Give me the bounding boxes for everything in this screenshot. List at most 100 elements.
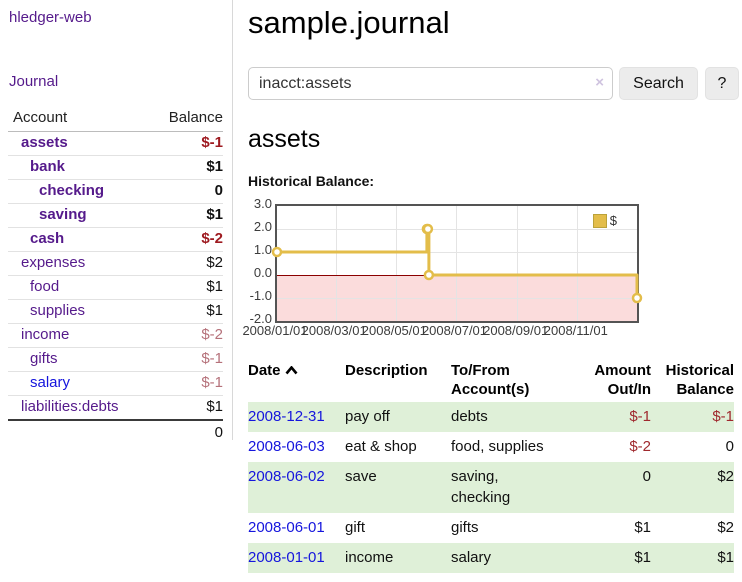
sidebar: hledger-web Journal Account Balance asse… [0,0,226,443]
account-link[interactable]: cash [30,230,65,247]
v-gridline [517,206,519,321]
column-header-accounts: To/From Account(s) [451,362,530,398]
page-title: sample.journal [248,5,450,40]
account-balance: $-2 [201,326,223,343]
account-link[interactable]: saving [39,206,87,223]
help-button[interactable]: ? [705,67,739,100]
account-balance: $2 [206,254,223,271]
chart-title: Historical Balance: [248,173,375,189]
balance-column-header: Balance [168,109,223,126]
account-row: liabilities:debts $1 [8,395,223,419]
account-link[interactable]: food [30,278,60,295]
date-link[interactable]: 2008-06-01 [248,519,325,536]
app-title-link[interactable]: hledger-web [9,9,92,26]
y-axis-tick-label: 0.0 [253,265,272,280]
account-balance: $-2 [201,230,223,247]
account-link[interactable]: expenses [21,254,86,271]
data-point-marker [631,292,643,304]
table-row: 2008-12-31 pay off debts $-1 $-1 [248,402,734,432]
account-row: checking 0 [8,179,223,203]
data-point-marker [423,269,435,281]
accounts-table-header: Account Balance [8,107,223,132]
table-row: 2008-06-03 eat & shop food, supplies $-2 0 [248,432,734,462]
accounts-total: 0 [8,419,223,443]
description-cell: gift [345,519,366,536]
sidebar-item-journal[interactable]: Journal [9,73,59,90]
column-header-date[interactable]: Date [248,358,345,402]
accounts-rows: assets $-1 bank $1 checking 0 saving $1 cash $-2 e… [8,132,223,419]
account-link[interactable]: salary [30,374,71,391]
search-input[interactable] [248,67,613,100]
account-link[interactable]: liabilities:debts [21,398,119,415]
balance-line-series [271,223,643,304]
account-row: salary $-1 [8,371,223,395]
account-balance: $-1 [201,350,223,367]
x-axis-tick-label: 2008/05/01 [361,323,427,338]
account-link[interactable]: gifts [30,350,58,367]
column-header-amount: Amount Out/In [594,362,651,398]
x-axis-tick-label: 2008/11/01 [543,323,608,338]
account-link[interactable]: income [21,326,70,343]
chart-legend: $ [591,212,618,229]
accounts-cell: salary [451,549,492,566]
date-link[interactable]: 2008-06-03 [248,438,325,455]
h-gridline [277,297,637,299]
column-header-description: Description [345,362,428,379]
account-link[interactable]: bank [30,158,66,175]
account-row: bank $1 [8,155,223,179]
accounts-cell: food, supplies [451,438,544,455]
description-cell: save [345,468,377,485]
account-heading: assets [248,125,321,153]
date-cell: 2008-06-01 [248,513,345,543]
account-link[interactable]: supplies [30,302,86,319]
v-gridline [335,206,337,321]
date-link[interactable]: 2008-01-01 [248,549,325,566]
account-row: assets $-1 [8,132,223,155]
v-gridline [395,206,397,321]
date-header-label: Date [248,362,281,379]
v-gridline [577,206,579,321]
date-link[interactable]: 2008-06-02 [248,468,325,485]
date-link[interactable]: 2008-12-31 [248,408,325,425]
clear-search-icon[interactable]: × [595,74,604,91]
date-cell: 2008-06-03 [248,432,345,462]
account-link[interactable]: assets [21,134,68,151]
account-balance: 0 [214,182,223,199]
legend-label: $ [609,213,617,228]
account-row: food $1 [8,275,223,299]
data-point-marker [271,246,283,258]
balance-cell: $-1 [712,408,734,425]
table-row: 2008-06-02 save saving, checking 0 $2 [248,462,734,513]
description-cell: income [345,549,394,566]
accounts-cell: debts [451,408,488,425]
account-balance: $1 [206,158,223,175]
y-axis-tick-label: 2.0 [253,219,272,234]
y-axis-tick-label: 3.0 [253,196,272,211]
account-column-header: Account [13,109,68,126]
h-gridline [277,228,637,230]
search-button[interactable]: Search [619,67,698,100]
legend-swatch-icon [592,213,607,228]
table-row: 2008-06-01 gift gifts $1 $2 [248,513,734,543]
x-axis-tick-label: 2008/01/01 [242,323,308,338]
amount-cell: $1 [634,519,651,536]
account-row: income $-2 [8,323,223,347]
balance-cell: 0 [725,438,734,455]
account-link[interactable]: checking [39,182,105,199]
table-row: 2008-01-01 income salary $1 $1 [248,543,734,573]
accounts-cell: gifts [451,519,479,536]
h-gridline [277,251,637,253]
account-balance: $1 [206,206,223,223]
search-input-wrap: × [248,67,613,100]
account-row: expenses $2 [8,251,223,275]
date-cell: 2008-06-02 [248,462,345,513]
account-balance: $1 [206,398,223,415]
register-header-row: Date Description To/From Account(s) Amou… [248,358,734,402]
balance-cell: $1 [717,549,734,566]
amount-cell: $-1 [629,408,651,425]
amount-cell: $1 [634,549,651,566]
y-axis-tick-label: -2.0 [249,311,272,326]
x-axis-tick-label: 2008/09/01 [483,323,549,338]
sort-ascending-icon [285,361,298,380]
account-row: cash $-2 [8,227,223,251]
